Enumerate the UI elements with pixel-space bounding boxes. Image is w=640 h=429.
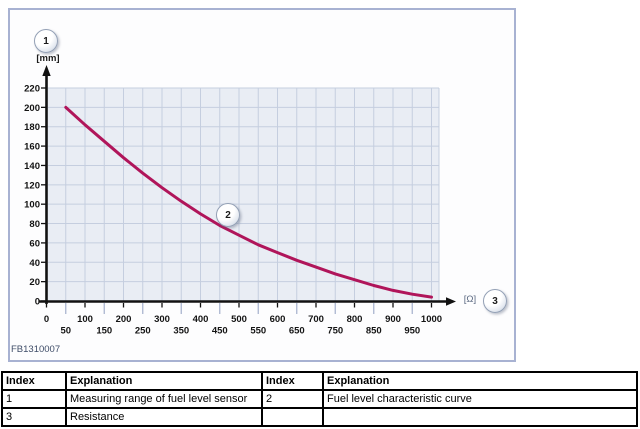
tick-label: 1000: [421, 314, 442, 325]
figure-code: FB1310007: [11, 344, 61, 355]
tick-label: 180: [24, 122, 40, 133]
y-axis-arrowhead: [42, 65, 51, 76]
legend-table: Index Explanation Index Explanation 1 Measuri…: [1, 371, 638, 427]
legend-table-body: Index Explanation Index Explanation 1 Measuri…: [1, 371, 638, 427]
tick-label: 60: [29, 238, 40, 249]
tick-label: 300: [154, 314, 170, 325]
legend-cell: [322, 407, 638, 427]
tick-label: 220: [24, 84, 40, 95]
legend-header-cell: Explanation: [65, 371, 263, 391]
tick-label: 200: [24, 103, 40, 114]
callout-badge-2: 2: [216, 203, 240, 227]
x-axis-unit-label: [Ω]: [463, 294, 477, 305]
legend-cell: [261, 407, 324, 427]
legend-cell: 2: [261, 389, 324, 409]
tick-label: 120: [24, 180, 40, 191]
tick-label: 200: [116, 314, 132, 325]
legend-row: 3 Resistance: [1, 407, 638, 427]
tick-label: 0: [35, 297, 40, 308]
tick-label: 550: [250, 326, 266, 337]
tick-label: 140: [24, 161, 40, 172]
tick-label: 100: [24, 200, 40, 211]
tick-label: 350: [173, 326, 189, 337]
fuel-level-curve: [64, 105, 433, 299]
tick-label: 400: [193, 314, 209, 325]
legend-header-cell: Explanation: [322, 371, 638, 391]
tick-label: 40: [29, 258, 40, 269]
tick-label: 100: [77, 314, 93, 325]
legend-header-cell: Index: [1, 371, 67, 391]
tick-label: 0: [44, 314, 49, 325]
legend-cell: 1: [1, 389, 67, 409]
callout-badge-3: 3: [483, 289, 507, 313]
plot-area: [48, 88, 439, 301]
legend-header-row: Index Explanation Index Explanation: [1, 371, 638, 391]
tick-label: 750: [327, 326, 343, 337]
tick-label: 700: [308, 314, 324, 325]
x-axis-arrowhead: [446, 297, 456, 306]
tick-label: 160: [24, 142, 40, 153]
legend-row: 1 Measuring range of fuel level sensor 2 Fu…: [1, 389, 638, 409]
tick-label: 800: [347, 314, 363, 325]
tick-label: 250: [135, 326, 151, 337]
tick-label: 80: [29, 219, 40, 230]
y-axis-unit-label: [mm]: [36, 53, 60, 64]
tick-label: 150: [96, 326, 112, 337]
tick-label: 600: [270, 314, 286, 325]
tick-label: 50: [60, 326, 71, 337]
legend-header-cell: Index: [261, 371, 324, 391]
tick-label: 900: [385, 314, 401, 325]
legend-cell: Resistance: [65, 407, 263, 427]
tick-label: 850: [366, 326, 382, 337]
tick-label: 20: [29, 277, 40, 288]
legend-cell: 3: [1, 407, 67, 427]
legend-cell: Fuel level characteristic curve: [322, 389, 638, 409]
callout-badge-1: 1: [34, 29, 58, 53]
tick-label: 450: [212, 326, 228, 337]
legend-cell: Measuring range of fuel level sensor: [65, 389, 263, 409]
tick-label: 650: [289, 326, 305, 337]
tick-label: 950: [404, 326, 420, 337]
tick-label: 500: [231, 314, 247, 325]
